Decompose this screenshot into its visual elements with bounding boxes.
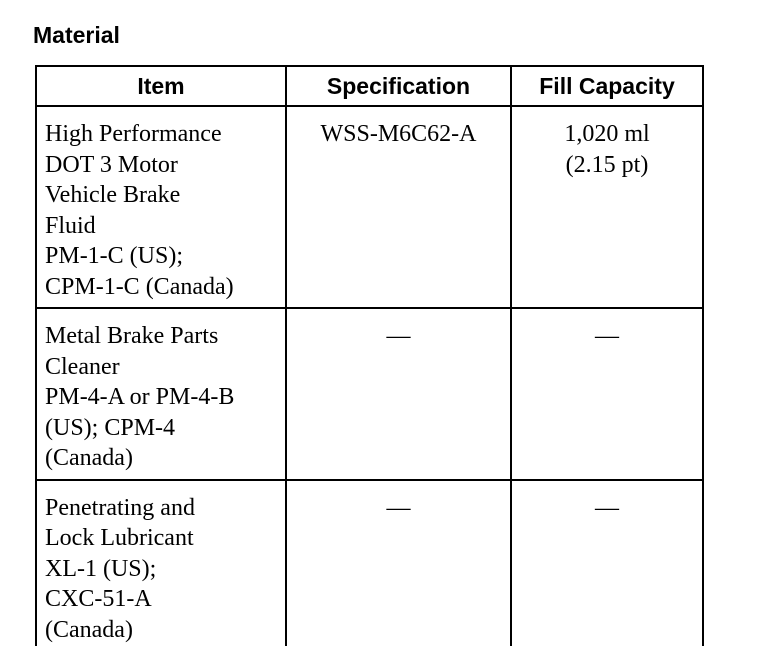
cell-line: — bbox=[386, 494, 411, 521]
cell-line: Lock Lubricant bbox=[45, 525, 194, 551]
material-table: Item Specification Fill Capacity High Perf… bbox=[35, 65, 704, 646]
cell-line: (2.15 pt) bbox=[565, 151, 649, 178]
cell-line: — bbox=[595, 494, 619, 521]
table-row: Metal Brake Parts Cleaner PM-4-A or PM-4-B… bbox=[35, 307, 704, 481]
column-header: Specification bbox=[285, 65, 512, 107]
cell-line: (Canada) bbox=[45, 616, 133, 643]
table-cell: 1,020 ml (2.15 pt) bbox=[510, 105, 704, 309]
cell-line: (US); CPM-4 bbox=[45, 414, 176, 441]
table-cell: Metal Brake Parts Cleaner PM-4-A or PM-4-B… bbox=[35, 307, 287, 481]
cell-line: High Performance bbox=[45, 121, 222, 147]
cell-line: (Canada) bbox=[45, 445, 133, 471]
table-cell: — bbox=[510, 307, 704, 481]
table-row: Penetrating and Lock Lubricant XL-1 (US); C… bbox=[35, 478, 704, 646]
cell-line: Metal Brake Parts bbox=[45, 323, 219, 349]
cell-line: DOT 3 Motor bbox=[45, 151, 178, 178]
cell-line: XL-1 (US); bbox=[45, 555, 157, 582]
cell-line: — bbox=[595, 323, 619, 349]
column-header: Fill Capacity bbox=[510, 65, 704, 107]
column-header: Item bbox=[35, 65, 287, 107]
table-cell: High Performance DOT 3 Motor Vehicle Brake… bbox=[35, 105, 287, 309]
cell-line: Fluid bbox=[45, 212, 96, 239]
table-cell: — bbox=[510, 478, 704, 646]
cell-line: — bbox=[386, 323, 411, 349]
table-cell: WSS-M6C62-A bbox=[285, 105, 512, 309]
table-row: High Performance DOT 3 Motor Vehicle Brake… bbox=[35, 105, 704, 309]
table-cell: — bbox=[285, 478, 512, 646]
cell-line: WSS-M6C62-A bbox=[320, 121, 477, 147]
cell-line: Vehicle Brake bbox=[45, 182, 181, 208]
cell-line: PM-1-C (US); bbox=[45, 243, 184, 269]
header-row: Item Specification Fill Capacity bbox=[35, 65, 704, 107]
cell-line: 1,020 ml bbox=[564, 121, 650, 147]
cell-line: CPM-1-C (Canada) bbox=[45, 273, 234, 300]
cell-line: Penetrating and bbox=[45, 494, 195, 521]
table-cell: Penetrating and Lock Lubricant XL-1 (US); C… bbox=[35, 478, 287, 646]
table-cell: — bbox=[285, 307, 512, 481]
cell-line: Cleaner bbox=[45, 353, 120, 380]
cell-line: PM-4-A or PM-4-B bbox=[45, 384, 235, 410]
cell-line: CXC-51-A bbox=[45, 586, 152, 612]
section-title: Material bbox=[33, 22, 120, 48]
